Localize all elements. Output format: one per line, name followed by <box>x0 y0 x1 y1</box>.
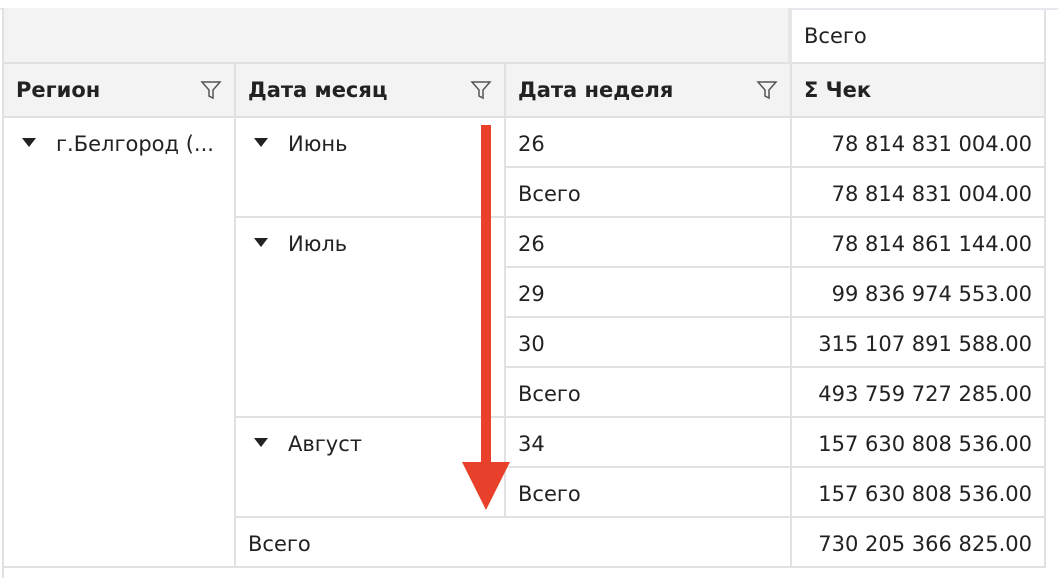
header-month-label: Дата месяц <box>248 78 388 102</box>
week-label: 29 <box>518 282 545 306</box>
arrow-head <box>462 462 510 510</box>
header-month[interactable]: Дата месяц <box>236 64 506 118</box>
value: 315 107 891 588.00 <box>818 332 1032 356</box>
week-cell: Всего <box>506 168 792 218</box>
funnel-icon[interactable] <box>470 79 492 101</box>
week-cell: 30 <box>506 318 792 368</box>
column-total-label: Всего <box>804 24 867 48</box>
funnel-icon[interactable] <box>200 79 222 101</box>
column-area-header <box>4 8 792 64</box>
week-label: 30 <box>518 332 545 356</box>
value: 78 814 831 004.00 <box>831 132 1032 156</box>
grand-total-label-cell: Всего <box>236 518 792 568</box>
left-border <box>2 8 4 578</box>
week-cell: 29 <box>506 268 792 318</box>
column-total-header: Всего <box>792 10 1046 64</box>
month-label: Август <box>288 432 362 456</box>
funnel-icon[interactable] <box>756 79 778 101</box>
grand-total-value-cell: 730 205 366 825.00 <box>792 518 1046 568</box>
week-cell: 34 <box>506 418 792 468</box>
month-cell[interactable]: Август <box>236 418 506 518</box>
week-label: Всего <box>518 482 581 506</box>
region-label: г.Белгород (... <box>56 132 214 156</box>
triangle-down-icon[interactable] <box>22 138 36 147</box>
value-cell: 315 107 891 588.00 <box>792 318 1046 368</box>
week-label: 34 <box>518 432 545 456</box>
value: 157 630 808 536.00 <box>818 482 1032 506</box>
grand-total-value: 730 205 366 825.00 <box>818 532 1032 556</box>
value: 493 759 727 285.00 <box>818 382 1032 406</box>
header-week[interactable]: Дата неделя <box>506 64 792 118</box>
week-label: Всего <box>518 182 581 206</box>
value: 78 814 861 144.00 <box>831 232 1032 256</box>
week-cell: 26 <box>506 218 792 268</box>
week-cell: Всего <box>506 368 792 418</box>
month-cell[interactable]: Июнь <box>236 118 506 218</box>
header-region-label: Регион <box>16 78 101 102</box>
triangle-down-icon[interactable] <box>254 438 268 447</box>
triangle-down-icon[interactable] <box>254 138 268 147</box>
triangle-down-icon[interactable] <box>254 238 268 247</box>
header-measure-label: Σ Чек <box>804 78 872 102</box>
month-cell[interactable]: Июль <box>236 218 506 418</box>
week-cell: 26 <box>506 118 792 168</box>
month-label: Июль <box>288 232 348 256</box>
value-cell: 78 814 831 004.00 <box>792 168 1046 218</box>
week-cell: Всего <box>506 468 792 518</box>
value-cell: 78 814 831 004.00 <box>792 118 1046 168</box>
value-cell: 157 630 808 536.00 <box>792 418 1046 468</box>
header-week-label: Дата неделя <box>518 78 674 102</box>
value: 157 630 808 536.00 <box>818 432 1032 456</box>
arrow-shaft <box>481 125 491 465</box>
value-cell: 99 836 974 553.00 <box>792 268 1046 318</box>
header-region[interactable]: Регион <box>4 64 236 118</box>
value-cell: 493 759 727 285.00 <box>792 368 1046 418</box>
value: 78 814 831 004.00 <box>831 182 1032 206</box>
value-cell: 157 630 808 536.00 <box>792 468 1046 518</box>
region-cell[interactable]: г.Белгород (... <box>4 118 236 568</box>
week-label: Всего <box>518 382 581 406</box>
value-cell: 78 814 861 144.00 <box>792 218 1046 268</box>
grand-total-label: Всего <box>248 532 311 556</box>
week-label: 26 <box>518 132 545 156</box>
week-label: 26 <box>518 232 545 256</box>
header-measure[interactable]: Σ Чек <box>792 64 1046 118</box>
value: 99 836 974 553.00 <box>831 282 1032 306</box>
month-label: Июнь <box>288 132 348 156</box>
